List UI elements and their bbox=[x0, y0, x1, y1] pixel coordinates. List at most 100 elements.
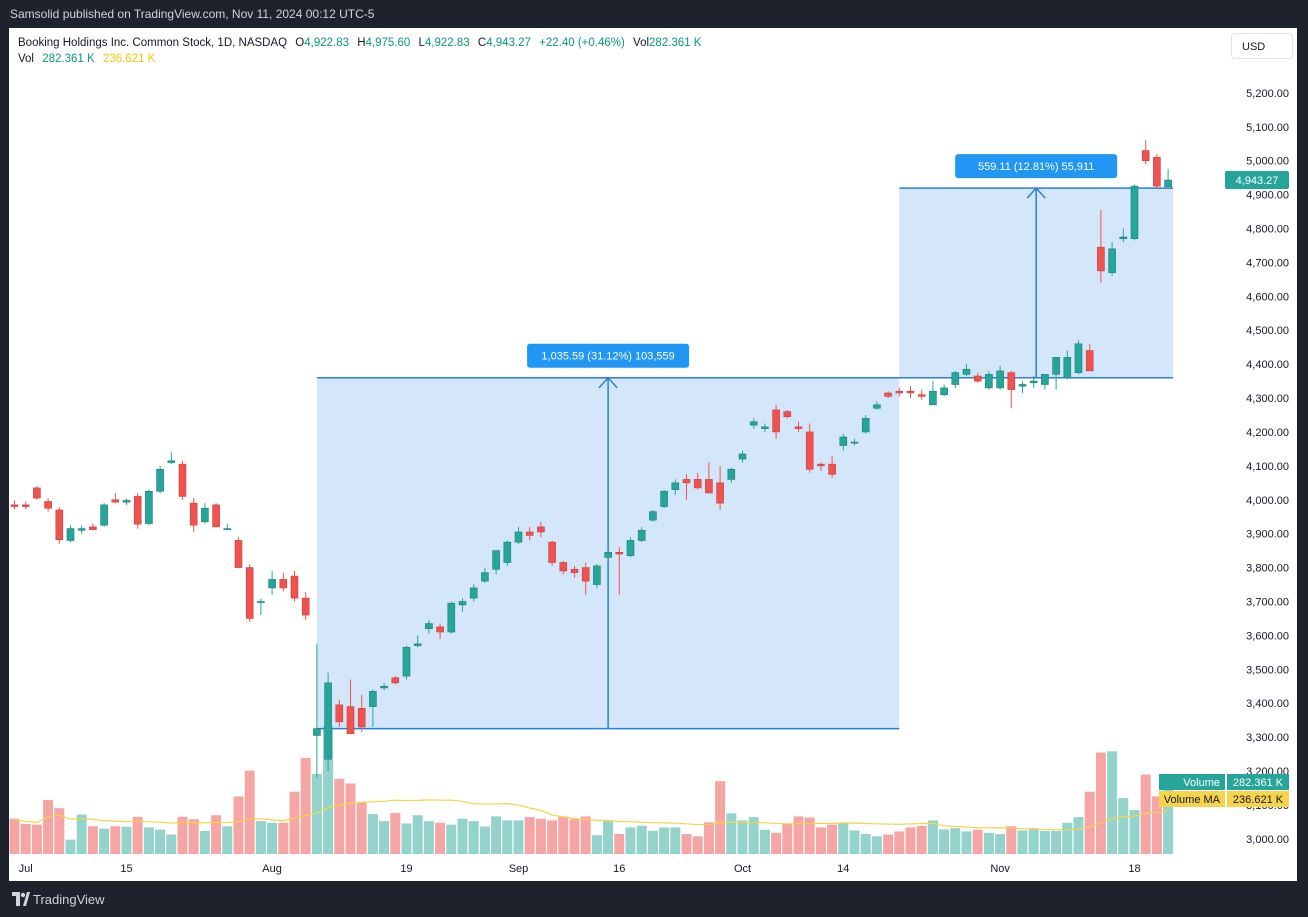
volume-bar bbox=[1062, 822, 1073, 854]
candle bbox=[940, 387, 948, 395]
candle bbox=[1041, 374, 1049, 385]
volume-bar bbox=[961, 831, 972, 854]
volume-bar bbox=[916, 825, 927, 854]
candle bbox=[873, 404, 881, 409]
volume-bar bbox=[132, 816, 143, 854]
measure-badge bbox=[527, 343, 690, 368]
volume-bar bbox=[20, 823, 31, 854]
candle bbox=[324, 682, 332, 760]
candle bbox=[1029, 380, 1038, 384]
volume-bar bbox=[99, 828, 110, 854]
candle bbox=[335, 704, 344, 723]
candle bbox=[33, 487, 41, 499]
legend-volume-value: 282.361 K bbox=[42, 53, 95, 65]
y-tick-label: 3,700.00 bbox=[1246, 596, 1289, 608]
candle bbox=[492, 550, 500, 570]
y-tick-label: 4,200.00 bbox=[1246, 427, 1289, 439]
candle bbox=[828, 463, 836, 475]
volume-bar bbox=[524, 817, 535, 854]
volume-bar bbox=[177, 816, 188, 854]
candle bbox=[1130, 185, 1139, 239]
chart-frame[interactable]: 1,035.59 (31.12%) 103,559 559.11 (12.81%)… bbox=[9, 28, 1297, 881]
candle bbox=[346, 706, 355, 735]
volume-bar bbox=[255, 821, 266, 854]
candle bbox=[257, 601, 265, 603]
volume-bar bbox=[412, 815, 423, 854]
candle bbox=[604, 552, 612, 558]
candle bbox=[1074, 343, 1083, 373]
x-tick-label: 14 bbox=[837, 863, 849, 875]
volume-ma-line bbox=[14, 799, 1169, 831]
volume-bar bbox=[110, 826, 121, 854]
volume-bar bbox=[748, 817, 759, 854]
candle bbox=[89, 526, 97, 530]
legend-low: 4,922.83 bbox=[424, 37, 470, 49]
volume-bar bbox=[289, 791, 300, 854]
tradingview-logo-icon bbox=[12, 892, 30, 906]
volume-bar bbox=[647, 830, 658, 854]
volume-bar bbox=[278, 822, 289, 854]
y-tick-label: 4,700.00 bbox=[1246, 257, 1289, 269]
volume-bar bbox=[390, 812, 401, 854]
candle bbox=[145, 490, 153, 524]
currency-button[interactable]: USD bbox=[1231, 33, 1293, 59]
volume-bar bbox=[199, 830, 210, 854]
volume-tag-value-box bbox=[1227, 791, 1289, 807]
last-price-label: 4,943.27 bbox=[1236, 175, 1279, 187]
chart-canvas[interactable]: 1,035.59 (31.12%) 103,559 559.11 (12.81%)… bbox=[9, 28, 1297, 881]
volume-bar bbox=[323, 725, 334, 854]
volume-bar bbox=[244, 770, 255, 854]
candle bbox=[425, 623, 433, 629]
candle bbox=[1153, 157, 1161, 187]
candle bbox=[380, 685, 388, 689]
volume-bar bbox=[300, 758, 311, 854]
candle bbox=[817, 463, 825, 467]
volume-bar bbox=[143, 827, 154, 854]
volume-bar bbox=[1039, 830, 1050, 854]
legend-change: +22.40 (+0.46%) bbox=[539, 37, 625, 49]
volume-bar bbox=[804, 817, 815, 854]
candle bbox=[951, 372, 960, 385]
y-tick-label: 4,900.00 bbox=[1246, 190, 1289, 202]
legend-volume-ma-value: 236.621 K bbox=[102, 53, 156, 65]
candle bbox=[772, 409, 780, 433]
volume-bar bbox=[43, 799, 54, 854]
footer-brand: TradingView bbox=[33, 892, 105, 907]
candle bbox=[693, 479, 702, 489]
volume-bar bbox=[939, 829, 950, 854]
candle bbox=[234, 540, 243, 568]
candle bbox=[21, 504, 30, 507]
volume-bar bbox=[871, 836, 882, 854]
volume-bar bbox=[65, 839, 76, 854]
volume-bar bbox=[614, 834, 625, 854]
volume-bar bbox=[1151, 796, 1162, 854]
legend-open: 4,922.83 bbox=[304, 37, 350, 49]
candle bbox=[223, 528, 232, 530]
legend-volume-row: Vol 282.361 K 236.621 K bbox=[18, 51, 706, 67]
candle bbox=[626, 540, 635, 557]
volume-bar bbox=[995, 834, 1006, 854]
y-tick-label: 5,200.00 bbox=[1246, 88, 1289, 100]
volume-bar bbox=[894, 831, 905, 854]
candle bbox=[570, 568, 579, 573]
volume-bar bbox=[9, 818, 20, 854]
volume-tag-name-box bbox=[1159, 774, 1225, 790]
candle bbox=[369, 691, 377, 707]
volume-bar bbox=[793, 816, 804, 854]
volume-tag-name-box bbox=[1159, 791, 1225, 807]
candle bbox=[133, 496, 142, 525]
volume-bar bbox=[625, 827, 636, 854]
candle bbox=[1108, 248, 1116, 273]
volume-bar bbox=[233, 796, 244, 854]
volume-bar bbox=[311, 774, 322, 854]
legend-low-label: L bbox=[418, 37, 425, 49]
candle bbox=[615, 552, 624, 555]
candle bbox=[1018, 384, 1027, 387]
candle bbox=[637, 529, 646, 541]
legend-close-label: C bbox=[477, 37, 487, 49]
volume-bar bbox=[883, 834, 894, 854]
volume-bar bbox=[435, 822, 446, 854]
candle bbox=[436, 626, 444, 633]
candle bbox=[1007, 372, 1016, 390]
legend-symbol: Booking Holdings Inc. Common Stock, 1D, … bbox=[18, 37, 288, 49]
